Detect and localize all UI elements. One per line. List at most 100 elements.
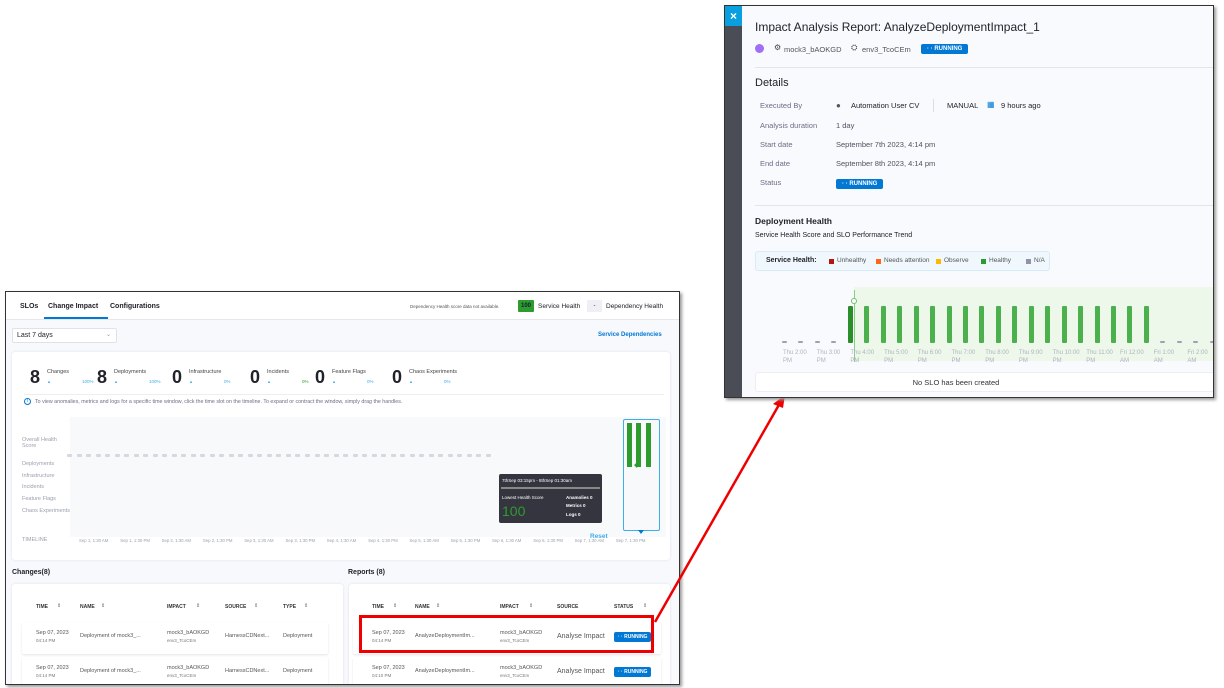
timeline-na-dot[interactable]	[171, 454, 177, 457]
timeline-na-dot[interactable]	[390, 454, 396, 457]
timeline-na-dot[interactable]	[105, 454, 111, 457]
health-bar[interactable]	[1094, 306, 1100, 343]
timeline-na-dot[interactable]	[181, 454, 187, 457]
timeline-na-dot[interactable]	[162, 454, 168, 457]
timeline-na-dot[interactable]	[266, 454, 272, 457]
timeline-na-dot[interactable]	[247, 454, 253, 457]
time-range-select[interactable]: Last 7 days ⌄	[12, 328, 117, 343]
timeline-na-dot[interactable]	[86, 454, 92, 457]
timeline-na-dot[interactable]	[466, 454, 472, 457]
sort-icon[interactable]: ⇕	[57, 603, 62, 609]
timeline-na-dot[interactable]	[457, 454, 463, 457]
sort-icon[interactable]: ⇕	[254, 603, 259, 609]
timeline-na-dot[interactable]	[133, 454, 139, 457]
timeline-na-dot[interactable]	[209, 454, 215, 457]
health-bar[interactable]	[995, 306, 1001, 343]
timeline-na-dot[interactable]	[219, 454, 225, 457]
sort-icon[interactable]: ⇕	[196, 603, 201, 609]
column-header[interactable]: TIME	[372, 604, 384, 610]
sort-icon[interactable]: ⇕	[101, 603, 106, 609]
health-bar[interactable]	[1045, 306, 1051, 343]
timeline-na-dot[interactable]	[381, 454, 387, 457]
column-header[interactable]: NAME	[415, 604, 430, 610]
health-bar[interactable]	[946, 306, 952, 343]
health-bar[interactable]	[1143, 306, 1149, 343]
timeline-na-dot[interactable]	[419, 454, 425, 457]
tab-slos[interactable]: SLOs	[20, 303, 39, 310]
health-bar[interactable]	[1028, 306, 1034, 343]
legend-label[interactable]: Needs attention	[884, 257, 930, 264]
timeline-na-dot[interactable]	[485, 454, 491, 457]
health-bar[interactable]	[880, 306, 886, 343]
health-na-mark[interactable]	[798, 341, 804, 343]
table-row[interactable]	[353, 622, 661, 654]
legend-label[interactable]: Observe	[944, 257, 969, 264]
sort-icon[interactable]: ⇕	[643, 603, 648, 609]
health-bar[interactable]	[897, 306, 903, 343]
column-header[interactable]: NAME	[80, 604, 95, 610]
timeline-na-dot[interactable]	[324, 454, 330, 457]
timeline-na-dot[interactable]	[428, 454, 434, 457]
timeline-na-dot[interactable]	[114, 454, 120, 457]
column-header[interactable]: SOURCE	[557, 604, 579, 610]
health-na-mark[interactable]	[1193, 341, 1199, 343]
timeline-na-dot[interactable]	[190, 454, 196, 457]
health-bar[interactable]	[1078, 306, 1084, 343]
table-row[interactable]	[22, 622, 328, 654]
sort-icon[interactable]: ⇕	[393, 603, 398, 609]
timeline-na-dot[interactable]	[238, 454, 244, 457]
timeline-na-dot[interactable]	[447, 454, 453, 457]
column-header[interactable]: SOURCE	[225, 604, 247, 610]
tab-change-impact[interactable]: Change Impact	[48, 303, 99, 310]
timeline-na-dot[interactable]	[476, 454, 482, 457]
column-header[interactable]: IMPACT	[167, 604, 186, 610]
close-button[interactable]: ×	[725, 6, 742, 26]
timeline-na-dot[interactable]	[400, 454, 406, 457]
timeline-na-dot[interactable]	[257, 454, 263, 457]
legend-label[interactable]: N/A	[1034, 257, 1045, 264]
column-header[interactable]: IMPACT	[500, 604, 519, 610]
sort-icon[interactable]: ⇕	[529, 603, 534, 609]
health-bar[interactable]	[913, 306, 919, 343]
timeline-na-dot[interactable]	[124, 454, 130, 457]
health-bar[interactable]	[1127, 306, 1133, 343]
timeline-na-dot[interactable]	[409, 454, 415, 457]
timeline-health-bar[interactable]	[636, 423, 641, 467]
timeline-na-dot[interactable]	[305, 454, 310, 457]
timeline-na-dot[interactable]	[352, 454, 358, 457]
timeline-na-dot[interactable]	[314, 454, 320, 457]
health-na-mark[interactable]	[814, 341, 820, 343]
column-header[interactable]: TYPE	[283, 604, 297, 610]
legend-label[interactable]: Unhealthy	[837, 257, 867, 264]
timeline-na-dot[interactable]	[343, 454, 349, 457]
health-na-mark[interactable]	[831, 341, 837, 343]
health-bar[interactable]	[1012, 306, 1018, 343]
timeline-na-dot[interactable]	[76, 454, 82, 457]
health-bar[interactable]	[1061, 306, 1067, 343]
timeline-na-dot[interactable]	[333, 454, 339, 457]
health-na-mark[interactable]	[1160, 341, 1166, 343]
table-row[interactable]	[353, 657, 661, 684]
timeline-na-dot[interactable]	[285, 454, 291, 457]
timeline-na-dot[interactable]	[143, 454, 149, 457]
timeline-health-bar[interactable]	[646, 423, 651, 467]
reset-button[interactable]: Reset	[590, 533, 608, 540]
health-bar[interactable]	[979, 306, 985, 343]
sort-icon[interactable]: ⇕	[436, 603, 441, 609]
timeline-na-dot[interactable]	[438, 454, 444, 457]
health-na-mark[interactable]	[1209, 341, 1213, 343]
timeline-na-dot[interactable]	[200, 454, 206, 457]
timeline-na-dot[interactable]	[67, 454, 72, 457]
timeline-na-dot[interactable]	[371, 454, 377, 457]
service-dependencies-link[interactable]: Service Dependencies	[598, 332, 662, 338]
timeline-na-dot[interactable]	[152, 454, 158, 457]
health-na-mark[interactable]	[782, 341, 787, 343]
column-header[interactable]: TIME	[36, 604, 48, 610]
table-row[interactable]	[22, 657, 328, 684]
health-bar[interactable]	[864, 306, 870, 343]
timeline-na-dot[interactable]	[95, 454, 101, 457]
column-header[interactable]: STATUS	[614, 604, 634, 610]
timeline-na-dot[interactable]	[295, 454, 301, 457]
legend-label[interactable]: Healthy	[989, 257, 1012, 264]
health-bar[interactable]	[962, 306, 968, 343]
